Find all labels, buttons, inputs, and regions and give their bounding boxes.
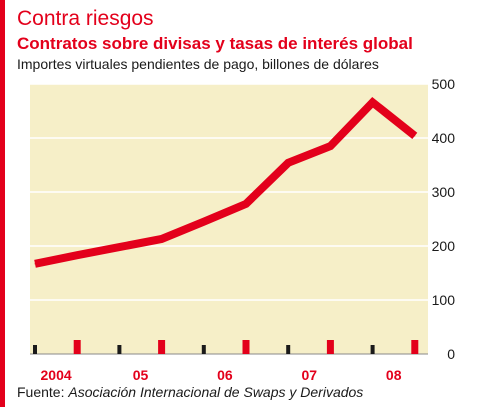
x-axis-tick-labels: 2004 05 06 07 08 <box>41 367 402 383</box>
data-point <box>34 263 36 265</box>
x-axis-tick-marks <box>33 340 419 354</box>
series-layer <box>34 96 418 268</box>
x-tick-mark <box>242 340 250 354</box>
y-tick-label: 200 <box>432 238 456 254</box>
source-label: Fuente: <box>17 384 65 400</box>
x-tick-mark <box>286 345 291 354</box>
data-point <box>161 238 163 240</box>
data-point <box>287 162 289 164</box>
source-note: Fuente: Asociación Internacional de Swap… <box>17 384 363 401</box>
units-label: Importes virtuales pendientes de pago, b… <box>17 56 379 72</box>
data-point <box>203 221 205 223</box>
x-tick-label: 07 <box>302 367 318 383</box>
x-tick-mark <box>158 340 166 354</box>
plot-background <box>30 84 428 354</box>
chart-title: Contra riesgos <box>17 7 154 30</box>
x-tick-mark <box>326 340 334 354</box>
accent-rule <box>0 0 5 407</box>
data-point <box>329 145 331 147</box>
data-point <box>118 246 120 248</box>
x-tick-mark <box>73 340 81 354</box>
x-tick-mark <box>117 345 122 354</box>
source-text: Asociación Internacional de Swaps y Deri… <box>68 384 364 400</box>
x-tick-label: 08 <box>386 367 402 383</box>
x-tick-mark <box>201 345 206 354</box>
x-tick-label: 05 <box>133 367 149 383</box>
x-tick-mark <box>370 345 375 354</box>
y-tick-label: 500 <box>432 76 456 92</box>
y-tick-label: 100 <box>432 292 456 308</box>
x-tick-label: 06 <box>217 367 233 383</box>
x-tick-mark <box>33 345 37 354</box>
gridlines <box>30 83 428 355</box>
x-tick-mark <box>411 340 419 354</box>
x-tick-label: 2004 <box>41 367 72 383</box>
data-point <box>414 135 416 137</box>
y-tick-label: 300 <box>432 184 456 200</box>
data-point <box>245 203 247 205</box>
chart-subtitle: Contratos sobre divisas y tasas de inter… <box>17 34 413 53</box>
data-point <box>76 254 78 256</box>
series-line <box>34 96 418 268</box>
y-tick-label: 0 <box>447 346 455 362</box>
data-point <box>372 101 374 103</box>
y-axis-tick-labels: 0 100 200 300 400 500 <box>432 76 456 362</box>
y-tick-label: 400 <box>432 130 456 146</box>
